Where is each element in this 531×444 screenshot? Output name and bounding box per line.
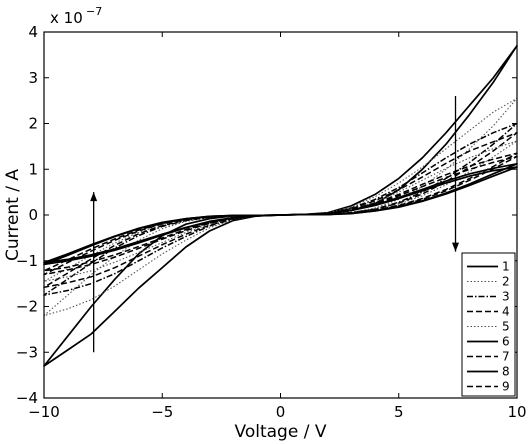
legend-label-1: 1 xyxy=(502,260,510,274)
x-tick-label: −5 xyxy=(151,403,173,421)
x-tick-label: −10 xyxy=(28,403,60,421)
y-tick-label: 4 xyxy=(28,23,38,41)
y-tick-label: 2 xyxy=(28,115,38,133)
x-axis-label: Voltage / V xyxy=(235,422,327,442)
y-axis-label: Current / A xyxy=(3,169,23,261)
arrow-up-head xyxy=(90,192,98,202)
x-tick-label: 0 xyxy=(276,403,286,421)
arrow-down-head xyxy=(452,242,460,252)
legend-label-3: 3 xyxy=(502,290,510,304)
x-tick-label: 5 xyxy=(394,403,404,421)
x-tick-label: 10 xyxy=(507,403,526,421)
y-tick-label: −1 xyxy=(16,252,38,270)
y-tick-label: 3 xyxy=(28,69,38,87)
y-tick-label: 1 xyxy=(28,160,38,178)
legend-label-4: 4 xyxy=(502,305,510,319)
series-9-line xyxy=(43,152,518,276)
y-scale-base: x 10 xyxy=(50,9,83,27)
y-scale-exponent: −7 xyxy=(86,5,102,18)
legend-label-5: 5 xyxy=(502,320,510,334)
y-tick-label: −2 xyxy=(16,298,38,316)
legend-label-6: 6 xyxy=(502,335,510,349)
legend-label-8: 8 xyxy=(502,365,510,379)
legend-label-7: 7 xyxy=(502,350,510,364)
plot-curves xyxy=(43,44,518,367)
y-tick-label: −3 xyxy=(16,343,38,361)
legend-label-2: 2 xyxy=(502,275,510,289)
annotation-arrows xyxy=(90,96,460,353)
y-tick-label: −4 xyxy=(16,389,38,407)
legend-label-9: 9 xyxy=(502,380,510,394)
y-tick-label: 0 xyxy=(28,206,38,224)
